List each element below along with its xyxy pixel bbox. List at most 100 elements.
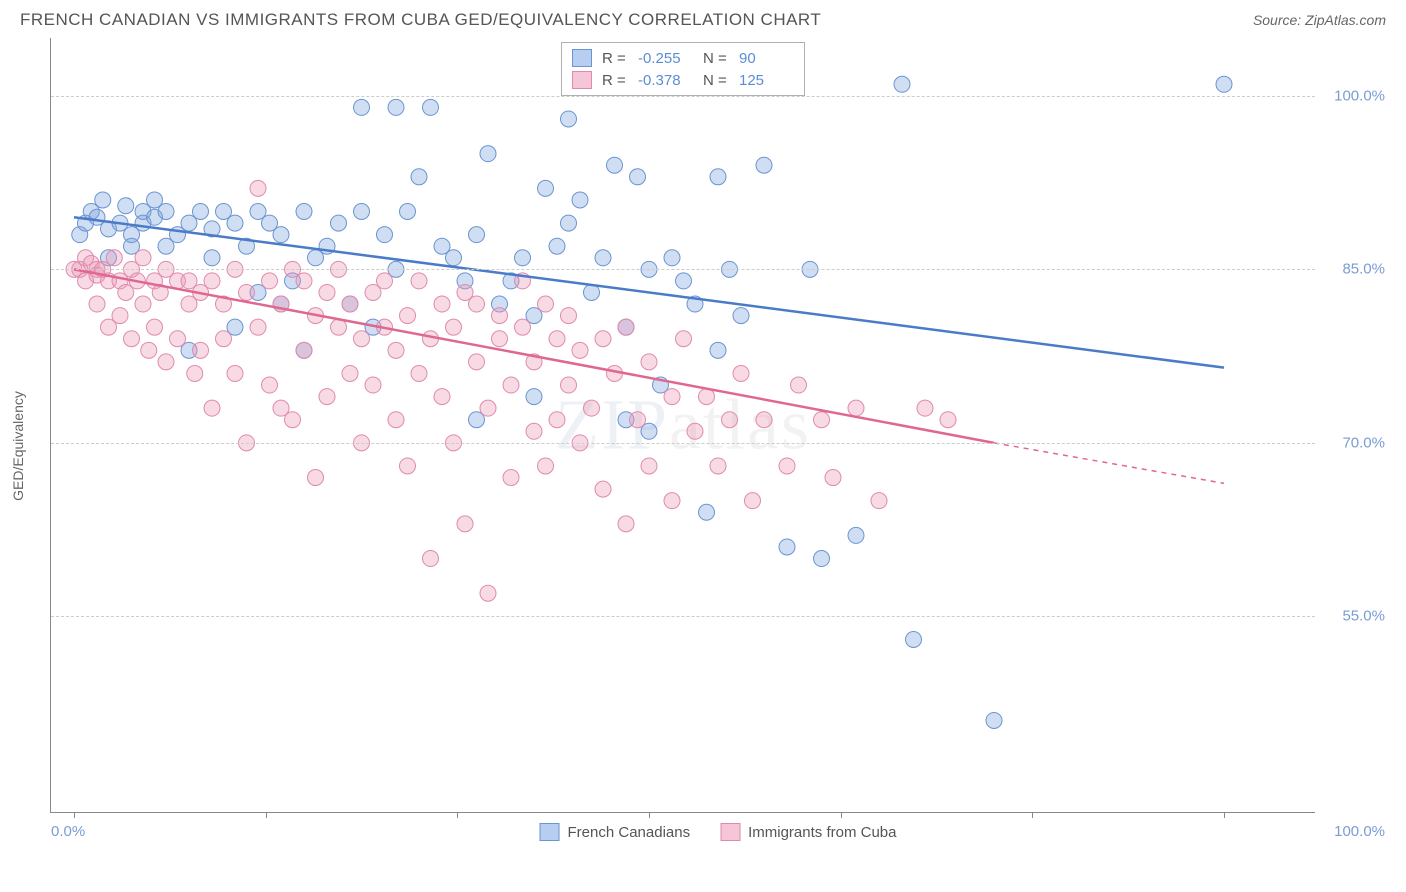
data-point	[687, 423, 703, 439]
legend-swatch	[572, 71, 592, 89]
legend-item: Immigrants from Cuba	[720, 823, 896, 841]
data-point	[434, 389, 450, 405]
data-point	[124, 331, 140, 347]
data-point	[676, 273, 692, 289]
data-point	[561, 308, 577, 324]
data-point	[469, 354, 485, 370]
data-point	[239, 284, 255, 300]
data-point	[894, 76, 910, 92]
data-point	[480, 585, 496, 601]
data-point	[446, 319, 462, 335]
data-point	[331, 215, 347, 231]
data-point	[745, 493, 761, 509]
data-point	[664, 493, 680, 509]
data-point	[469, 296, 485, 312]
data-point	[871, 493, 887, 509]
x-tick	[841, 812, 842, 818]
regression-line	[74, 269, 994, 443]
data-point	[699, 389, 715, 405]
data-point	[538, 458, 554, 474]
n-value: 125	[739, 72, 794, 89]
data-point	[503, 470, 519, 486]
data-point	[779, 458, 795, 474]
data-point	[308, 470, 324, 486]
data-point	[986, 712, 1002, 728]
data-point	[187, 365, 203, 381]
data-point	[630, 169, 646, 185]
data-point	[515, 250, 531, 266]
data-point	[469, 227, 485, 243]
data-point	[756, 157, 772, 173]
data-point	[503, 377, 519, 393]
data-point	[170, 331, 186, 347]
data-point	[664, 250, 680, 266]
data-point	[89, 296, 105, 312]
data-point	[561, 111, 577, 127]
data-point	[141, 342, 157, 358]
x-tick	[649, 812, 650, 818]
data-point	[411, 273, 427, 289]
data-point	[262, 377, 278, 393]
data-point	[423, 551, 439, 567]
x-tick	[266, 812, 267, 818]
data-point	[722, 412, 738, 428]
data-point	[388, 99, 404, 115]
data-point	[204, 273, 220, 289]
data-point	[549, 238, 565, 254]
data-point	[492, 331, 508, 347]
data-point	[193, 204, 209, 220]
data-point	[216, 331, 232, 347]
data-point	[561, 377, 577, 393]
data-point	[676, 331, 692, 347]
legend-series: French CanadiansImmigrants from Cuba	[540, 823, 897, 841]
legend-top-row: R =-0.255N =90	[572, 47, 794, 69]
data-point	[204, 400, 220, 416]
gridline	[51, 443, 1315, 444]
data-point	[106, 250, 122, 266]
y-axis-label: GED/Equivalency	[10, 391, 26, 501]
data-point	[641, 354, 657, 370]
data-point	[400, 204, 416, 220]
data-point	[377, 273, 393, 289]
data-point	[296, 342, 312, 358]
data-point	[848, 527, 864, 543]
data-point	[480, 400, 496, 416]
data-point	[664, 389, 680, 405]
data-point	[377, 227, 393, 243]
data-point	[1216, 76, 1232, 92]
data-point	[515, 319, 531, 335]
data-point	[526, 389, 542, 405]
y-tick-label: 100.0%	[1325, 87, 1385, 104]
data-point	[848, 400, 864, 416]
data-point	[354, 204, 370, 220]
data-point	[285, 412, 301, 428]
data-point	[423, 99, 439, 115]
data-point	[595, 331, 611, 347]
data-point	[906, 631, 922, 647]
n-value: 90	[739, 50, 794, 67]
source: Source: ZipAtlas.com	[1253, 12, 1386, 28]
data-point	[135, 296, 151, 312]
legend-item-label: Immigrants from Cuba	[748, 824, 896, 841]
data-point	[158, 204, 174, 220]
x-tick	[1032, 812, 1033, 818]
data-point	[756, 412, 772, 428]
data-point	[549, 412, 565, 428]
r-value: -0.378	[638, 72, 693, 89]
data-point	[400, 308, 416, 324]
data-point	[572, 342, 588, 358]
data-point	[538, 180, 554, 196]
data-point	[434, 296, 450, 312]
n-label: N =	[703, 72, 733, 89]
data-point	[354, 99, 370, 115]
data-point	[227, 365, 243, 381]
plot-area: ZIPatlas R =-0.255N =90R =-0.378N =125 0…	[50, 38, 1315, 813]
data-point	[480, 146, 496, 162]
x-min-label: 0.0%	[51, 823, 85, 840]
data-point	[319, 389, 335, 405]
gridline	[51, 616, 1315, 617]
data-point	[388, 412, 404, 428]
data-point	[296, 204, 312, 220]
data-point	[331, 319, 347, 335]
data-point	[365, 377, 381, 393]
